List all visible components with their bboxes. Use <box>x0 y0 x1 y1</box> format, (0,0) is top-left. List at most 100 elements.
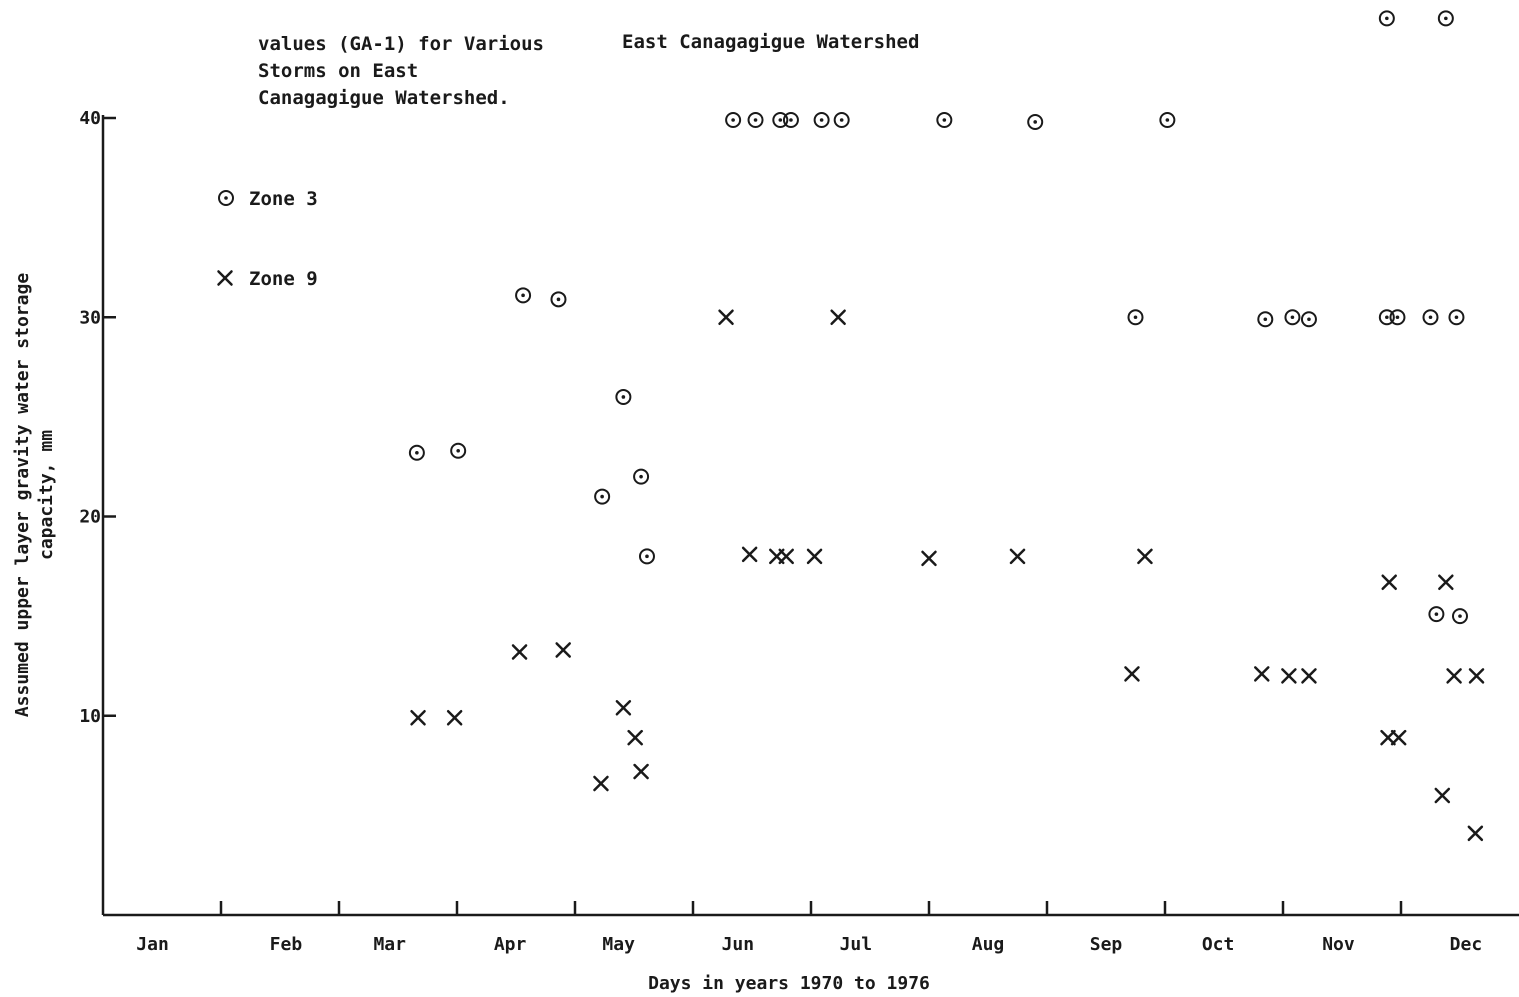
marker-stroke <box>627 729 643 746</box>
y-tick-label: 40 <box>79 108 101 129</box>
title-line: Storms on East <box>258 60 418 82</box>
data-point-zone-9 <box>1381 574 1397 591</box>
data-point-zone-9 <box>410 709 426 726</box>
data-point-zone-9 <box>1434 787 1451 804</box>
y-tick-label: 20 <box>79 507 101 528</box>
data-point-zone-9 <box>778 548 794 565</box>
x-tick-label: Mar <box>373 934 406 955</box>
data-point-zone-9 <box>718 309 734 325</box>
marker-center <box>731 118 735 122</box>
title-line: values (GA-1) for Various <box>258 33 544 55</box>
marker-center <box>1307 317 1311 322</box>
data-point-zone-3 <box>615 388 632 405</box>
series-zone-3 <box>408 10 1468 625</box>
marker-ring <box>1284 309 1301 326</box>
marker-stroke <box>1446 668 1462 684</box>
legend-marker-zone-3 <box>218 190 234 206</box>
marker-stroke <box>921 550 937 567</box>
data-point-zone-9 <box>1281 668 1297 684</box>
marker-ring <box>615 388 632 405</box>
data-point-zone-9 <box>1467 825 1484 842</box>
marker-ring <box>1159 111 1176 128</box>
marker-stroke <box>615 700 632 716</box>
x-tick-label: Sep <box>1090 934 1123 955</box>
data-point-zone-9 <box>633 763 649 780</box>
marker-ring <box>1300 311 1317 328</box>
marker-stroke <box>593 775 609 792</box>
marker-stroke <box>633 763 649 780</box>
marker-stroke <box>1381 574 1397 591</box>
data-point-zone-3 <box>1127 309 1144 326</box>
y-axis-ticks: 10 20 30 40 <box>79 108 116 727</box>
marker-ring <box>1448 309 1465 326</box>
marker-center <box>839 118 844 122</box>
data-point-zone-3 <box>550 291 567 308</box>
marker-ring <box>1389 309 1406 326</box>
x-tick-label: Aug <box>972 934 1005 955</box>
data-point-zone-9 <box>1438 574 1454 591</box>
axes <box>101 115 1519 917</box>
data-point-zone-3 <box>772 111 789 128</box>
marker-center <box>1290 315 1295 320</box>
data-point-zone-9 <box>511 644 528 660</box>
marker-stroke <box>1281 668 1297 684</box>
data-point-zone-9 <box>627 729 643 746</box>
marker-ring <box>1437 10 1454 27</box>
marker-center <box>224 196 228 200</box>
data-point-zone-3 <box>833 111 850 128</box>
legend-marker-zone-9 <box>217 270 233 286</box>
marker-ring <box>1378 10 1395 27</box>
legend-symbol-circle <box>218 190 234 206</box>
marker-center <box>1165 118 1170 122</box>
data-point-zone-3 <box>1284 309 1301 326</box>
data-point-zone-9 <box>1009 548 1026 565</box>
marker-ring <box>408 444 425 461</box>
marker-stroke <box>1467 825 1484 842</box>
data-point-zone-9 <box>1254 666 1270 682</box>
x-tick-label: Jul <box>840 934 873 955</box>
marker-stroke <box>555 642 571 658</box>
marker-center <box>600 494 604 499</box>
data-point-zone-3 <box>747 111 764 128</box>
marker-ring <box>833 111 850 128</box>
marker-ring <box>218 190 234 206</box>
marker-center <box>1133 315 1138 320</box>
data-point-zone-9 <box>593 775 609 792</box>
marker-ring <box>782 111 799 128</box>
marker-stroke <box>410 709 426 726</box>
data-point-zone-3 <box>1452 608 1468 625</box>
data-point-zone-9 <box>806 548 823 565</box>
data-point-zone-3 <box>1257 311 1274 328</box>
data-point-zone-9 <box>1446 668 1462 684</box>
data-point-zone-9 <box>446 709 463 726</box>
marker-stroke <box>1380 729 1396 746</box>
marker-center <box>456 448 460 453</box>
data-point-zone-3 <box>638 548 655 565</box>
marker-stroke <box>1254 666 1270 682</box>
data-point-zone-9 <box>1137 548 1153 565</box>
marker-ring <box>772 111 789 128</box>
y-axis-label: Assumed upper layer gravity water storag… <box>12 273 57 717</box>
marker-center <box>789 118 793 122</box>
data-point-zone-3 <box>1422 309 1439 326</box>
marker-ring <box>1257 311 1274 328</box>
marker-ring <box>594 488 611 505</box>
marker-center <box>1454 315 1459 320</box>
data-point-zone-3 <box>782 111 799 128</box>
marker-center <box>778 118 783 122</box>
x-tick-label: Feb <box>270 934 303 955</box>
marker-stroke <box>778 548 794 565</box>
marker-center <box>645 554 649 559</box>
x-tick-label: Jun <box>722 934 755 955</box>
data-point-zone-9 <box>1390 729 1407 746</box>
marker-stroke <box>1137 548 1153 565</box>
y-axis-label-line: capacity, mm <box>36 430 57 560</box>
data-point-zone-9 <box>615 700 632 716</box>
marker-ring <box>1428 606 1445 623</box>
legend-label-zone-3: Zone 3 <box>249 188 318 210</box>
data-point-zone-3 <box>408 444 425 461</box>
data-point-zone-9 <box>830 309 846 325</box>
legend-symbol-x <box>217 270 233 286</box>
marker-ring <box>450 442 467 459</box>
y-tick-label: 10 <box>79 706 101 727</box>
